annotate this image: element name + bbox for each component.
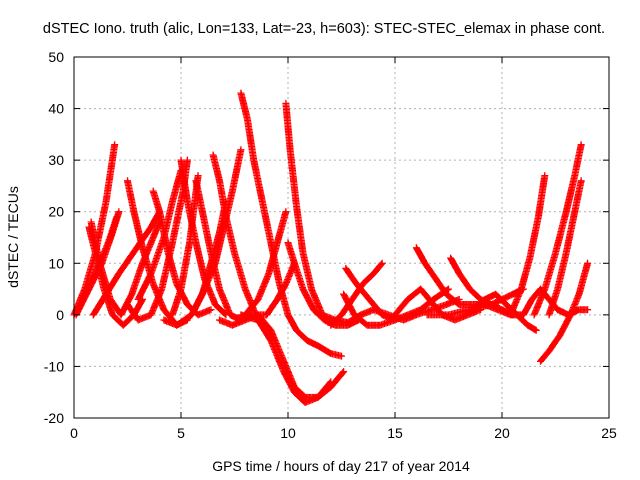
y-axis-ticks: -20 -10 0 10 20 30 40 50 <box>44 49 609 426</box>
series-arc-35 <box>537 259 592 365</box>
series-arc-25 <box>340 290 399 329</box>
series-markers <box>370 295 463 324</box>
series-arc-37 <box>545 177 585 319</box>
y-axis-label: dSTEC / TECUs <box>5 186 21 288</box>
series-markers <box>545 177 585 319</box>
y-tick-label: -20 <box>44 410 64 426</box>
series-arc-21 <box>263 259 298 319</box>
series-markers <box>423 285 527 319</box>
series-arc-22 <box>241 208 290 319</box>
series-markers <box>237 311 335 406</box>
series-arc-19 <box>237 311 335 406</box>
series-markers <box>263 259 298 319</box>
plot-frame <box>73 56 610 419</box>
series-arc-27 <box>370 295 463 324</box>
chart-title: dSTEC Iono. truth (alic, Lon=133, Lat=-2… <box>43 21 605 37</box>
y-tick-label: 30 <box>48 152 64 168</box>
x-tick-label: 5 <box>177 425 185 441</box>
x-axis-label: GPS time / hours of day 217 of year 2014 <box>212 458 470 474</box>
series-markers <box>89 208 164 319</box>
y-tick-label: 20 <box>48 204 64 220</box>
y-tick-label: -10 <box>44 358 64 374</box>
series-arc-33 <box>509 172 549 314</box>
x-tick-label: 0 <box>70 425 78 441</box>
y-tick-label: 50 <box>48 49 64 65</box>
data-series <box>70 89 592 406</box>
series-arc-36 <box>530 141 585 319</box>
y-tick-label: 40 <box>48 101 64 117</box>
x-tick-label: 10 <box>280 425 296 441</box>
series-markers <box>340 290 399 329</box>
series-markers <box>509 172 549 314</box>
series-markers <box>241 208 290 319</box>
y-tick-label: 0 <box>56 307 64 323</box>
series-arc-32 <box>423 285 527 319</box>
series-arc-10 <box>134 167 185 303</box>
x-tick-label: 15 <box>387 425 403 441</box>
x-tick-label: 25 <box>601 425 617 441</box>
series-markers <box>530 141 585 319</box>
series-markers <box>134 167 185 303</box>
series-markers <box>537 259 592 365</box>
x-axis-ticks: 0 5 10 15 20 25 <box>70 57 617 441</box>
y-tick-label: 10 <box>48 255 64 271</box>
series-markers <box>79 213 121 303</box>
series-arc-06 <box>89 208 164 319</box>
x-tick-label: 20 <box>494 425 510 441</box>
series-arc-07 <box>79 213 121 303</box>
